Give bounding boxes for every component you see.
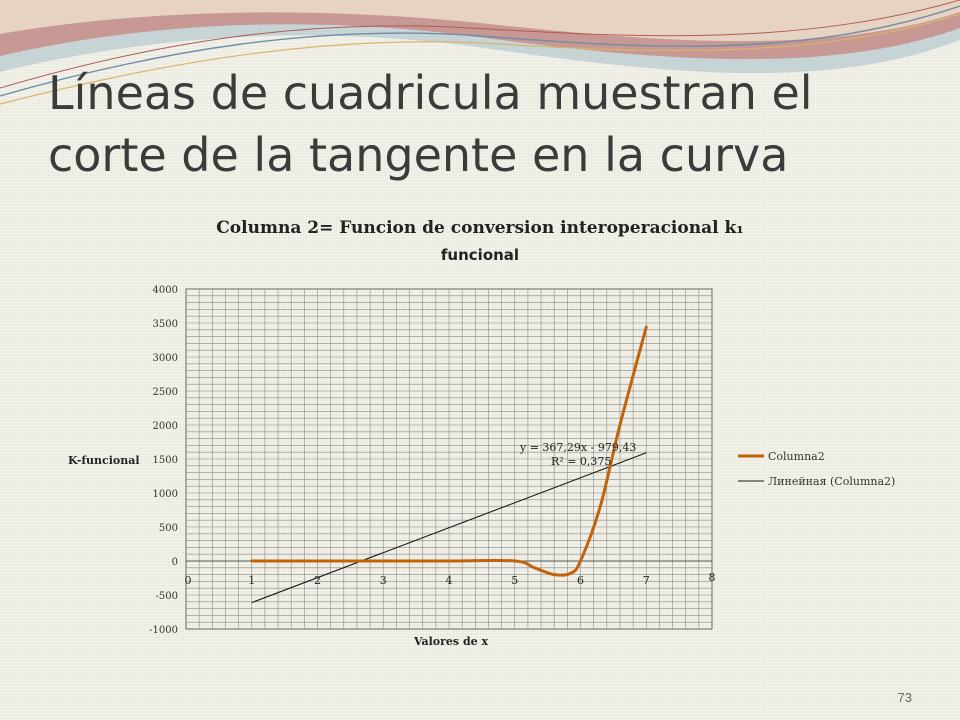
- slide-title-line-1: Líneas de cuadricula muestran el: [48, 66, 813, 120]
- y-tick-label: 1500: [153, 455, 178, 466]
- x-tick-label: 7: [643, 574, 650, 587]
- x-tick-label: 3: [380, 574, 387, 587]
- y-tick-label: -1000: [149, 625, 178, 636]
- slide-title-line-2: corte de la tangente en la curva: [48, 128, 789, 182]
- x-tick-label: 4: [446, 574, 453, 587]
- y-tick-label: 3500: [153, 319, 178, 330]
- legend-label-columna2: Columna2: [768, 450, 825, 463]
- slide-title: Líneas de cuadricula muestran el corte d…: [48, 62, 928, 186]
- x-tick-label: 5: [511, 574, 518, 587]
- trendline: [251, 452, 647, 604]
- grid-horizontal: [186, 295, 712, 623]
- y-tick-label: 3000: [153, 353, 178, 364]
- y-tick-label: -500: [156, 591, 178, 602]
- x-tick-label: 6: [577, 574, 584, 587]
- x-tick-label: 0: [185, 574, 192, 587]
- page-number: 73: [897, 690, 912, 705]
- trendline-r-squared: R² = 0,375: [551, 455, 611, 468]
- y-tick-label: 1000: [153, 489, 178, 500]
- y-tick-label: 0: [172, 557, 178, 568]
- chart-subtitle: funcional: [440, 246, 520, 264]
- decorative-swoosh-banner: [0, 0, 960, 105]
- legend: Columna2 Линейная (Columna2): [738, 450, 895, 488]
- x-tick-label: 8: [709, 571, 716, 584]
- y-axis-label: K-funcional: [68, 454, 140, 467]
- y-tick-label: 500: [159, 523, 178, 534]
- legend-label-trendline: Линейная (Columna2): [768, 475, 895, 488]
- series-line-columna2: [250, 325, 648, 577]
- y-tick-label: 2500: [153, 387, 178, 398]
- y-tick-labels: 4000 3500 3000 2500 2000 1500 1000 500 0 -500 -100…: [149, 285, 178, 636]
- y-tick-label: 4000: [153, 285, 178, 296]
- grid-vertical: [198, 289, 700, 629]
- x-tick-labels: 0 1 2 3 4 5 6 7 8: [185, 571, 716, 587]
- x-tick-label: 1: [248, 574, 255, 587]
- chart-title: Columna 2= Funcion de conversion interop…: [216, 218, 744, 238]
- x-tick-label: 2: [314, 574, 321, 587]
- trendline-equation: y = 367,29x - 979,43: [519, 441, 636, 454]
- y-tick-label: 2000: [153, 421, 178, 432]
- x-axis-label: Valores de x: [413, 635, 489, 648]
- chart-title-block: Columna 2= Funcion de conversion interop…: [120, 216, 840, 268]
